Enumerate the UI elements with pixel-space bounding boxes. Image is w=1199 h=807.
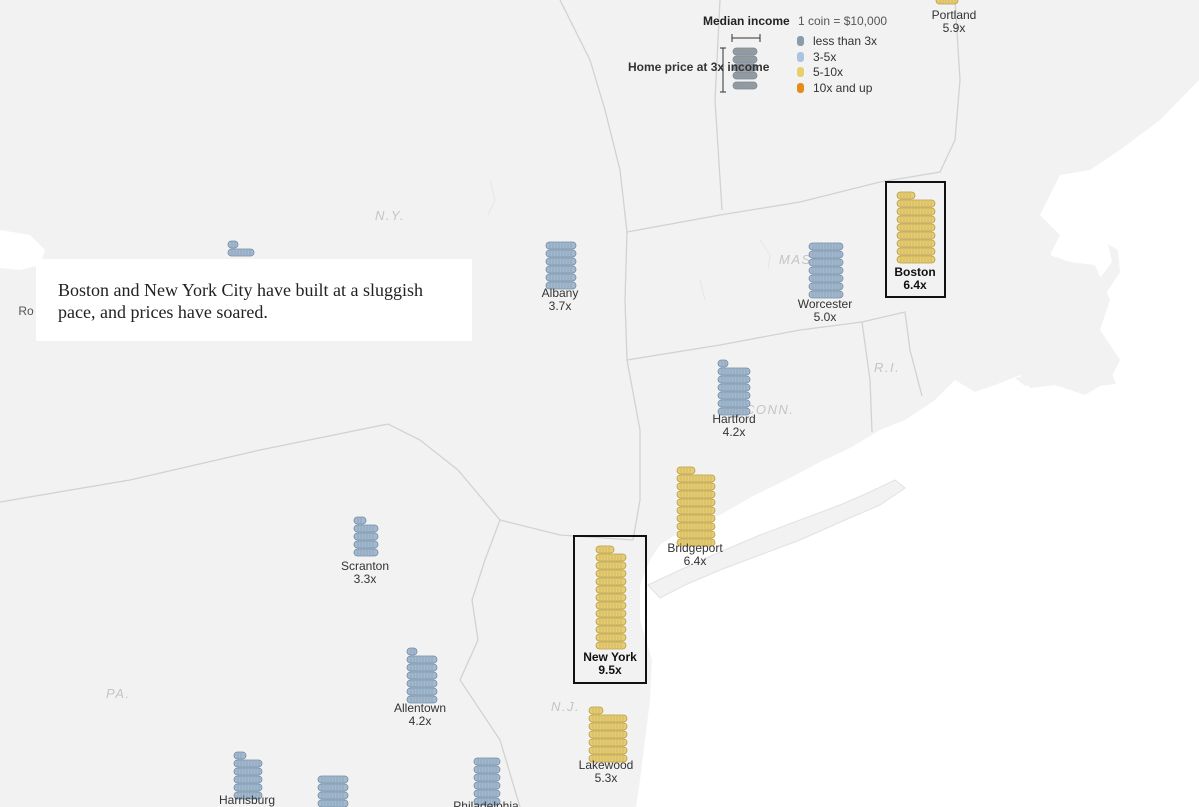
coin-stack-hartford	[717, 359, 751, 416]
legend: Median income 1 coin = $10,000 Home pric…	[600, 0, 920, 105]
city-ratio: 3.7x	[548, 299, 572, 313]
legend-bracket	[720, 47, 726, 93]
state-label-ri: R.I.	[874, 360, 901, 375]
city-ratio: 6.4x	[903, 278, 927, 292]
coin-stack-boston	[896, 191, 936, 264]
city-label-bridgeport: Bridgeport 6.4x	[667, 542, 722, 568]
city-name: Hartford	[712, 412, 756, 426]
highlight-box-boston	[885, 181, 946, 298]
coin-stack-harrisburg	[233, 751, 263, 800]
legend-coin-graphic	[731, 34, 761, 90]
legend-label: less than 3x	[813, 34, 878, 48]
city-name: New York	[583, 650, 637, 664]
city-ratio: 9.5x	[598, 663, 622, 677]
city-name: Scranton	[340, 559, 390, 573]
legend-label: 3-5x	[813, 50, 837, 64]
legend-item-5-10: 5-10x	[797, 65, 843, 79]
swatch-icon	[797, 36, 804, 46]
coin-stack-bridgeport	[676, 466, 716, 547]
coin-stack-new-york	[595, 545, 627, 650]
legend-item-3-5: 3-5x	[797, 50, 836, 64]
state-label-ny: N.Y.	[375, 208, 406, 223]
long-island	[647, 479, 906, 599]
cape-cod	[1050, 244, 1120, 308]
city-name: Bridgeport	[667, 541, 723, 555]
city-name: Lakewood	[578, 758, 634, 772]
legend-home-price: Home price at 3x income	[628, 60, 770, 74]
city-label-boston: Boston 6.4x	[894, 266, 935, 292]
city-ratio: 4.2x	[408, 714, 432, 728]
callout-box: Boston and New York City have built at a…	[36, 259, 472, 341]
city-label-hartford: Hartford 4.2x	[712, 413, 755, 439]
coin-stack-mid-pa	[317, 775, 349, 807]
coin-stack-partial	[227, 240, 255, 257]
city-label-new-york: New York 9.5x	[583, 651, 637, 677]
coin-stack-portland	[935, 0, 959, 5]
city-name: Allentown	[393, 701, 447, 715]
city-label-worcester: Worcester 5.0x	[798, 298, 852, 324]
legend-coin-scale: 1 coin = $10,000	[798, 14, 888, 28]
state-label-conn: CONN.	[745, 402, 795, 417]
island	[1015, 372, 1050, 386]
legend-label: 5-10x	[813, 65, 844, 79]
city-name: Harrisburg	[218, 793, 276, 807]
city-label-allentown: Allentown 4.2x	[394, 702, 446, 728]
city-ratio: 5.0x	[813, 310, 837, 324]
legend-item-10up: 10x and up	[797, 81, 872, 95]
city-ratio: 5.9x	[942, 21, 966, 35]
city-label-albany: Albany 3.7x	[542, 287, 579, 313]
coin-stack-philadelphia	[473, 757, 501, 806]
city-label-portland: Portland 5.9x	[932, 9, 977, 35]
city-label-partial: Ro	[18, 304, 34, 318]
city-name: Albany	[541, 286, 579, 300]
coin-stack-albany	[545, 241, 577, 290]
ocean	[636, 80, 1199, 807]
highlight-box-new-york	[573, 535, 647, 684]
state-label-pa: PA.	[106, 686, 131, 701]
coin-stack-scranton	[353, 516, 379, 557]
city-name: Worcester	[797, 297, 853, 311]
city-label-harrisburg: Harrisburg	[219, 794, 275, 807]
state-borders	[0, 0, 961, 807]
callout-text: Boston and New York City have built at a…	[58, 280, 423, 322]
lake	[0, 230, 45, 270]
city-ratio: 3.3x	[353, 572, 377, 586]
city-label-lakewood: Lakewood 5.3x	[579, 759, 634, 785]
city-label-philadelphia: Philadelphia	[453, 800, 518, 807]
city-ratio: 6.4x	[683, 554, 707, 568]
city-ratio: 5.3x	[594, 771, 618, 785]
city-ratio: 4.2x	[722, 425, 746, 439]
legend-item-lt3: less than 3x	[797, 34, 877, 48]
city-name: Portland	[931, 8, 977, 22]
coin-stack-lakewood	[588, 706, 628, 763]
city-name: Philadelphia	[453, 799, 519, 807]
coin-stack-allentown	[406, 647, 438, 704]
legend-label: 10x and up	[813, 81, 873, 95]
city-name: Boston	[894, 265, 936, 279]
rivers	[487, 179, 771, 301]
swatch-icon	[797, 83, 804, 93]
legend-median-income: Median income	[703, 14, 790, 28]
coin-stack-worcester	[808, 242, 844, 299]
swatch-icon	[797, 67, 804, 77]
city-label-scranton: Scranton 3.3x	[341, 560, 389, 586]
island	[1078, 374, 1116, 388]
state-label-nj: N.J.	[551, 699, 581, 714]
swatch-icon	[797, 52, 804, 62]
